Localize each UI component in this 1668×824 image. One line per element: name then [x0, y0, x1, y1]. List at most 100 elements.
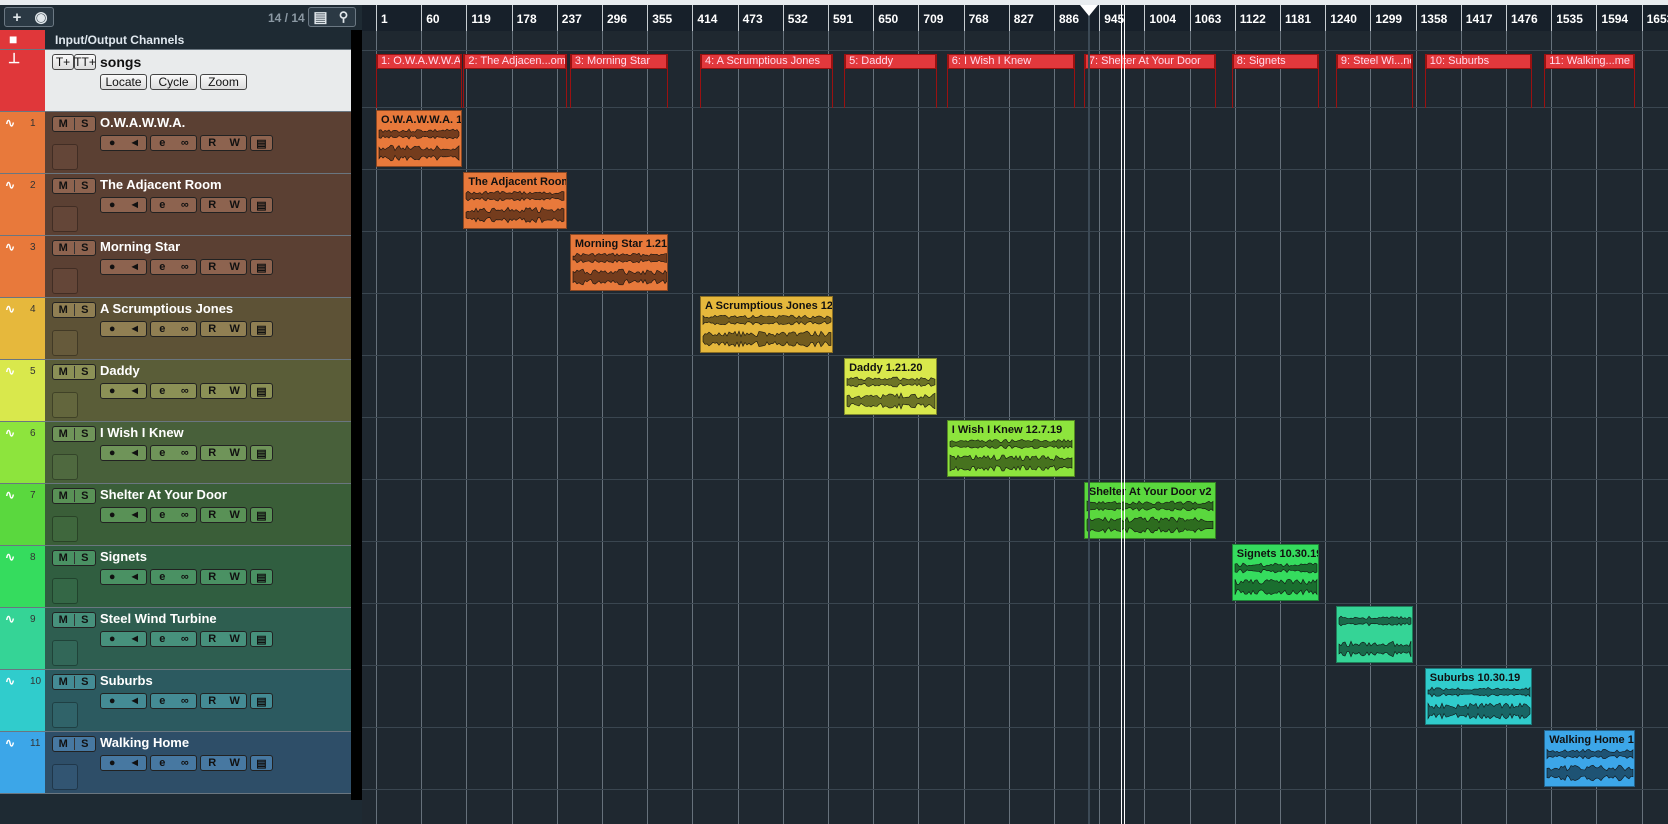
solo-button[interactable]: S: [73, 118, 96, 130]
playhead-handle[interactable]: [1080, 5, 1099, 16]
edit-channel-icon[interactable]: e: [159, 571, 166, 583]
write-automation-button[interactable]: W: [229, 509, 240, 521]
monitor-speaker-icon[interactable]: ◄: [129, 137, 141, 149]
track-name[interactable]: Morning Star: [100, 239, 181, 254]
track-header[interactable]: ∿ 11 M S Walking Home ● ◄ e ∞ R W ▤: [0, 732, 351, 794]
cycle-marker[interactable]: 1: O.W.A.W.W.A.: [376, 54, 462, 108]
track-header[interactable]: ∿ 4 M S A Scrumptious Jones ● ◄ e ∞ R W …: [0, 298, 351, 360]
track-header[interactable]: ∿ 9 M S Steel Wind Turbine ● ◄ e ∞ R W ▤: [0, 608, 351, 670]
lanes-button[interactable]: ▤: [250, 507, 273, 523]
audio-event[interactable]: [1335, 606, 1413, 663]
add-cycle-marker-button[interactable]: TT+: [74, 54, 96, 70]
audio-event[interactable]: Morning Star 1.21: [569, 234, 668, 291]
track-name[interactable]: The Adjacent Room: [100, 177, 222, 192]
track-name[interactable]: A Scrumptious Jones: [100, 301, 234, 316]
track-name[interactable]: Walking Home: [100, 735, 190, 750]
add-marker-button[interactable]: T+: [52, 54, 74, 70]
track-name[interactable]: Shelter At Your Door: [100, 487, 227, 502]
monitor-speaker-icon[interactable]: ◄: [129, 323, 141, 335]
cycle-marker[interactable]: 7: Shelter At Your Door: [1083, 54, 1216, 108]
link-icon[interactable]: ∞: [180, 509, 189, 521]
audio-event[interactable]: O.W.A.W.W.A. 1: [376, 110, 462, 167]
edit-channel-icon[interactable]: e: [159, 137, 166, 149]
write-automation-button[interactable]: W: [229, 323, 240, 335]
audio-event[interactable]: Suburbs 10.30.19: [1424, 668, 1533, 725]
locate-button[interactable]: Locate: [100, 74, 147, 90]
record-enable-icon[interactable]: ●: [108, 571, 116, 583]
track-name[interactable]: O.W.A.W.W.A.: [100, 115, 186, 130]
audio-event[interactable]: The Adjacent Room: [463, 172, 567, 229]
link-icon[interactable]: ∞: [180, 447, 189, 459]
link-icon[interactable]: ∞: [180, 137, 189, 149]
plus-icon[interactable]: +: [12, 8, 22, 26]
lanes-button[interactable]: ▤: [250, 631, 273, 647]
link-icon[interactable]: ∞: [180, 199, 189, 211]
write-automation-button[interactable]: W: [229, 571, 240, 583]
monitor-speaker-icon[interactable]: ◄: [129, 385, 141, 397]
lanes-button[interactable]: ▤: [250, 445, 273, 461]
lanes-button[interactable]: ▤: [250, 383, 273, 399]
write-automation-button[interactable]: W: [229, 137, 240, 149]
solo-button[interactable]: S: [73, 614, 96, 626]
cycle-marker[interactable]: 8: Signets: [1231, 54, 1320, 108]
track-header[interactable]: ∿ 1 M S O.W.A.W.W.A. ● ◄ e ∞ R W ▤: [0, 112, 351, 174]
edit-channel-icon[interactable]: e: [159, 323, 166, 335]
track-header[interactable]: ∿ 10 M S Suburbs ● ◄ e ∞ R W ▤: [0, 670, 351, 732]
record-enable-icon[interactable]: ●: [108, 323, 116, 335]
search-icon[interactable]: ⚲: [338, 9, 349, 24]
cycle-marker[interactable]: 2: The Adjacen...om: [463, 54, 567, 108]
solo-button[interactable]: S: [73, 428, 96, 440]
solo-button[interactable]: S: [73, 304, 96, 316]
read-automation-button[interactable]: R: [208, 509, 217, 521]
link-icon[interactable]: ∞: [180, 261, 189, 273]
write-automation-button[interactable]: W: [229, 695, 240, 707]
mute-button[interactable]: M: [58, 366, 68, 378]
lanes-button[interactable]: ▤: [250, 569, 273, 585]
read-automation-button[interactable]: R: [208, 633, 217, 645]
cycle-marker[interactable]: 10: Suburbs: [1424, 54, 1533, 108]
monitor-speaker-icon[interactable]: ◄: [129, 199, 141, 211]
lanes-button[interactable]: ▤: [250, 135, 273, 151]
track-header[interactable]: ∿ 3 M S Morning Star ● ◄ e ∞ R W ▤: [0, 236, 351, 298]
monitor-speaker-icon[interactable]: ◄: [129, 509, 141, 521]
marker-track[interactable]: ⊥ T+ TT+ songs Locate Cycle Zoom: [0, 50, 351, 112]
edit-channel-icon[interactable]: e: [159, 633, 166, 645]
record-enable-icon[interactable]: ●: [108, 447, 116, 459]
cycle-marker[interactable]: 4: A Scrumptious Jones: [700, 54, 833, 108]
track-name[interactable]: Steel Wind Turbine: [100, 611, 217, 626]
mute-button[interactable]: M: [58, 614, 68, 626]
arrangement-area[interactable]: 1: O.W.A.W.W.A. 2: The Adjacen...om 3: Mor…: [362, 31, 1668, 824]
record-enable-icon[interactable]: ●: [108, 509, 116, 521]
track-name[interactable]: Signets: [100, 549, 147, 564]
record-enable-icon[interactable]: ●: [108, 385, 116, 397]
audio-event[interactable]: A Scrumptious Jones 12.: [700, 296, 833, 353]
solo-button[interactable]: S: [73, 180, 96, 192]
monitor-speaker-icon[interactable]: ◄: [129, 571, 141, 583]
track-header[interactable]: ∿ 6 M S I Wish I Knew ● ◄ e ∞ R W ▤: [0, 422, 351, 484]
read-automation-button[interactable]: R: [208, 137, 217, 149]
mute-button[interactable]: M: [58, 428, 68, 440]
cycle-marker[interactable]: 9: Steel Wi...ne: [1335, 54, 1413, 108]
mute-button[interactable]: M: [58, 180, 68, 192]
track-presets-icon[interactable]: ◉: [34, 9, 48, 26]
audio-event[interactable]: Walking Home 1: [1544, 730, 1636, 787]
audio-event[interactable]: I Wish I Knew 12.7.19: [946, 420, 1075, 477]
zoom-button[interactable]: Zoom: [200, 74, 247, 90]
link-icon[interactable]: ∞: [180, 757, 189, 769]
lanes-button[interactable]: ▤: [250, 755, 273, 771]
edit-channel-icon[interactable]: e: [159, 695, 166, 707]
lanes-button[interactable]: ▤: [250, 693, 273, 709]
write-automation-button[interactable]: W: [229, 633, 240, 645]
record-enable-icon[interactable]: ●: [108, 633, 116, 645]
track-header[interactable]: ∿ 7 M S Shelter At Your Door ● ◄ e ∞ R W…: [0, 484, 351, 546]
read-automation-button[interactable]: R: [208, 385, 217, 397]
link-icon[interactable]: ∞: [180, 385, 189, 397]
track-header[interactable]: ∿ 5 M S Daddy ● ◄ e ∞ R W ▤: [0, 360, 351, 422]
solo-button[interactable]: S: [73, 738, 96, 750]
record-enable-icon[interactable]: ●: [108, 199, 116, 211]
timeline-ruler[interactable]: 1 60 119 178 237 296 355 414 473 532 591 650 709 768 8…: [362, 5, 1668, 31]
mute-button[interactable]: M: [58, 304, 68, 316]
edit-channel-icon[interactable]: e: [159, 261, 166, 273]
write-automation-button[interactable]: W: [229, 447, 240, 459]
read-automation-button[interactable]: R: [208, 261, 217, 273]
